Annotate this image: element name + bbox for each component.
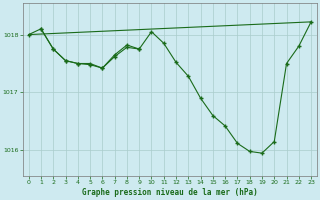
X-axis label: Graphe pression niveau de la mer (hPa): Graphe pression niveau de la mer (hPa) [82,188,258,197]
